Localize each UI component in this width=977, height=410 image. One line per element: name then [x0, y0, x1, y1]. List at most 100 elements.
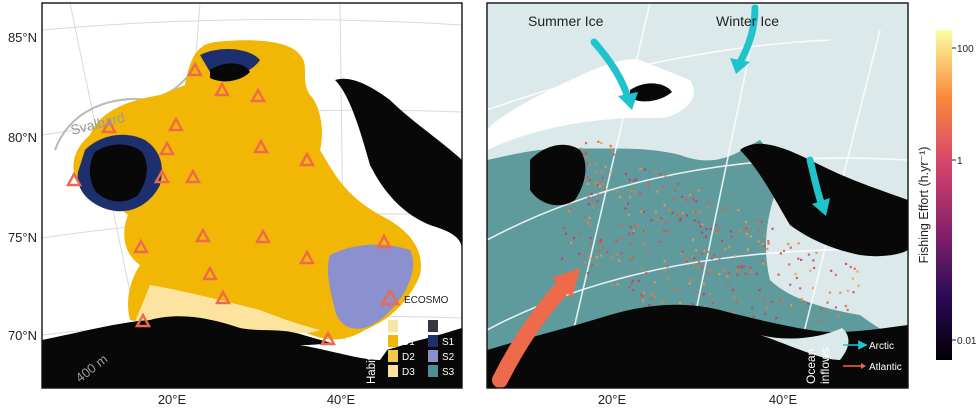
svalbard-land-right	[530, 144, 586, 206]
fishing-effort-point	[685, 258, 688, 261]
fishing-effort-point	[709, 293, 712, 296]
fishing-effort-point	[568, 203, 571, 206]
fishing-effort-point	[676, 213, 679, 216]
fishing-effort-point	[732, 311, 735, 314]
fishing-effort-point	[604, 188, 607, 191]
habitat-label-d2: D2	[402, 352, 415, 363]
fishing-effort-point	[708, 201, 711, 204]
fishing-effort-point	[747, 225, 750, 228]
fishing-effort-point	[641, 267, 644, 271]
fishing-effort-point	[666, 265, 669, 268]
fishing-effort-point	[645, 272, 648, 275]
fishing-effort-point	[606, 251, 609, 254]
fishing-effort-point	[736, 273, 739, 276]
habitat-swatch-d0	[388, 320, 398, 332]
ecosmo-station-marker	[375, 233, 393, 249]
right-lon-tick-40: 40°E	[769, 392, 798, 407]
fishing-effort-point	[685, 199, 688, 202]
ecosmo-station-marker	[298, 151, 316, 167]
fishing-effort-point	[751, 307, 754, 310]
ecosmo-station-marker	[298, 249, 316, 265]
ecosmo-station-marker	[194, 227, 212, 243]
left-map	[42, 3, 462, 388]
summer-ice-label: Summer Ice	[528, 13, 604, 29]
fishing-effort-point	[749, 266, 752, 269]
ecosmo-station-marker	[213, 81, 231, 97]
fishing-effort-point	[587, 203, 590, 206]
mainland-coast-right	[487, 304, 908, 388]
fishing-effort-point	[579, 147, 583, 150]
fishing-effort-point	[610, 150, 613, 153]
fishing-effort-point	[853, 267, 856, 270]
fishing-effort-point	[642, 299, 645, 302]
fishing-effort-point	[629, 258, 632, 261]
fishing-effort-point	[659, 173, 662, 176]
fishing-effort-point	[716, 229, 719, 232]
ecosmo-station-marker	[184, 168, 202, 184]
fishing-effort-point	[651, 292, 654, 296]
fishing-effort-point	[834, 273, 837, 276]
fishing-effort-point	[746, 249, 749, 252]
fishing-effort-point	[777, 273, 780, 276]
fishing-effort-point	[597, 140, 600, 143]
fishing-effort-point	[790, 304, 793, 307]
fishing-effort-point	[679, 219, 682, 222]
fishing-effort-point	[743, 228, 746, 231]
fishing-effort-point	[671, 211, 674, 214]
habitat-swatch-d2	[388, 350, 398, 362]
fishing-effort-point	[674, 287, 677, 290]
fishing-effort-point	[735, 269, 738, 272]
fishing-effort-point	[731, 288, 735, 291]
fishing-effort-point	[585, 155, 588, 158]
fishing-effort-point	[561, 257, 564, 260]
fishing-effort-point	[565, 232, 568, 235]
fishing-effort-point	[758, 289, 761, 292]
fishing-effort-point	[632, 232, 635, 235]
fishing-effort-point	[816, 319, 820, 322]
ecosmo-station-marker	[249, 87, 267, 103]
fishing-effort-point	[667, 230, 670, 233]
fishing-effort-point	[615, 239, 618, 242]
arctic-inflow-arrowhead-north	[730, 58, 750, 74]
ecosmo-legend: ECOSMO	[379, 288, 449, 306]
fishing-effort-point	[600, 254, 603, 257]
fishing-effort-point	[689, 193, 692, 197]
fishing-effort-point	[698, 261, 701, 264]
ecosmo-legend-label: ECOSMO	[404, 295, 449, 306]
atlantic-inflow-arrowhead	[552, 268, 580, 298]
fishing-effort-point	[820, 308, 823, 311]
fishing-effort-point	[718, 258, 721, 261]
fishing-effort-point	[789, 246, 792, 249]
fishing-effort-point	[595, 256, 598, 259]
fishing-effort-point	[661, 300, 664, 304]
fishing-effort-point	[599, 239, 602, 242]
fishing-effort-point	[761, 260, 764, 263]
fishing-effort-point	[856, 270, 859, 273]
fishing-effort-point	[828, 291, 832, 294]
colorbar: 100 1 0.01 Fishing Effort (h.yr⁻¹)	[917, 30, 977, 360]
habitat-label-s0: S0	[442, 322, 455, 333]
ecosmo-station-marker	[65, 171, 83, 187]
atlantic-legend-arrowhead	[861, 363, 866, 369]
fishing-effort-point	[763, 245, 766, 248]
fishing-effort-point	[834, 306, 837, 309]
fishing-effort-point	[593, 182, 596, 185]
fishing-effort-point	[586, 182, 589, 185]
colorbar-label-1: 1	[957, 156, 963, 167]
fishing-effort-point	[812, 259, 815, 262]
fishing-effort-point	[756, 219, 759, 222]
fishing-effort-point	[642, 229, 645, 232]
fishing-effort-point	[588, 216, 591, 219]
ecosmo-station-marker	[100, 118, 118, 134]
fishing-effort-point	[597, 193, 600, 196]
fishing-effort-point	[701, 265, 704, 268]
fishing-effort-point	[715, 223, 718, 226]
fishing-effort-point	[590, 257, 593, 260]
fishing-effort-point	[813, 266, 816, 270]
fishing-effort-point	[745, 232, 748, 236]
fishing-effort-point	[632, 257, 635, 260]
fishing-effort-point	[632, 288, 635, 292]
fishing-effort-point	[610, 171, 613, 174]
ecosmo-station-marker	[319, 330, 337, 346]
